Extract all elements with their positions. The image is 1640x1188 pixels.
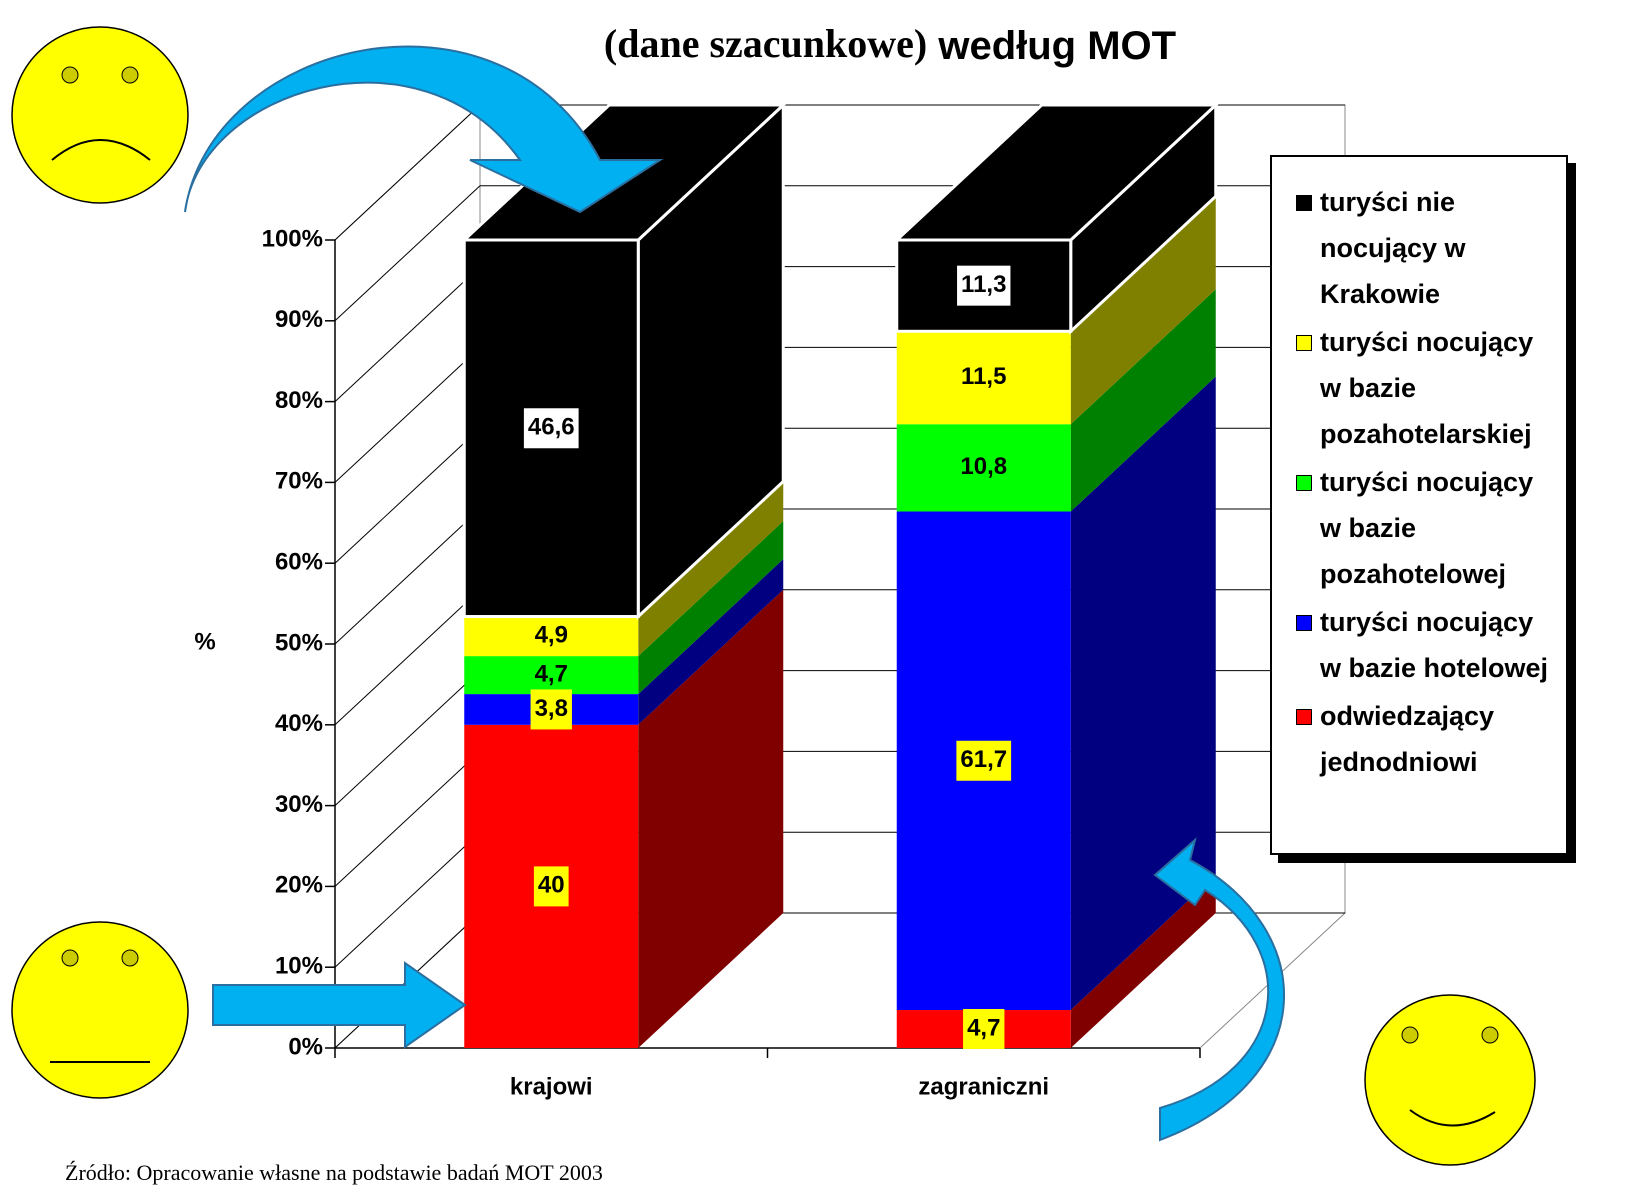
legend-entry: turyści nocujący w bazie pozahotelarskie… [1296, 319, 1560, 457]
legend-swatch [1296, 195, 1312, 211]
y-tick-label: 90% [275, 306, 323, 333]
y-axis-label: % [194, 628, 215, 655]
legend-label: turyści nocujący w bazie hotelowej [1320, 607, 1549, 683]
legend-entry: turyści nie nocujący w Krakowie [1296, 179, 1560, 317]
x-tick-label: krajowi [510, 1073, 593, 1100]
decorations [11, 26, 1536, 1166]
chart-title: (dane szacunkowe) według MOT [604, 21, 1176, 67]
value-label-bg [957, 265, 1011, 306]
value-label-bg [963, 1009, 1005, 1050]
legend-entry: turyści nocujący w bazie pozahotelowej [1296, 459, 1560, 597]
legend-swatch [1296, 615, 1312, 631]
y-tick-label: 30% [275, 791, 323, 818]
value-label: 4,7 [967, 1014, 1000, 1041]
legend-entry: odwiedzający jednodniowi [1296, 693, 1560, 785]
arrows [184, 45, 1285, 1142]
value-label: 11,5 [961, 363, 1006, 390]
value-label-bg [523, 408, 579, 449]
y-tick-label: 60% [275, 549, 323, 576]
grid-line [334, 427, 481, 564]
legend-swatch [1296, 475, 1312, 491]
legend: turyści nie nocujący w Krakowie turyści n… [1270, 155, 1568, 855]
grid-line [334, 347, 481, 483]
x-tick-label: zagraniczni [918, 1073, 1049, 1100]
value-label-bg [533, 866, 569, 907]
y-tick-label: 10% [275, 953, 323, 980]
y-tick-label: 50% [275, 629, 323, 656]
source-note: Źródło: Opracowanie własne na podstawie … [65, 1160, 603, 1185]
y-tick-label: 70% [275, 468, 323, 495]
grid-line [334, 508, 481, 645]
legend-entry: turyści nocujący w bazie hotelowej [1296, 599, 1560, 691]
value-label: 40 [538, 872, 565, 899]
title-part: według MOT [937, 24, 1176, 68]
value-label: 4,9 [535, 622, 568, 649]
bar-side [638, 589, 784, 1048]
grid-line [334, 104, 481, 241]
y-tick-label: 0% [288, 1033, 323, 1060]
grid-line [334, 831, 481, 968]
bar [896, 424, 1071, 512]
bar-side [1070, 196, 1216, 425]
legend-label: turyści nocujący w bazie pozahotelowej [1320, 467, 1534, 589]
title-part: (dane szacunkowe) [604, 21, 927, 66]
bar [464, 616, 639, 657]
y-tick-label: 40% [275, 710, 323, 737]
grid-line [334, 670, 481, 806]
legend-swatch [1296, 709, 1312, 725]
bar [896, 331, 1071, 425]
value-label: 61,7 [960, 746, 1007, 773]
plot: 0% 10% 20% 30% 40% 50% 60% 70% 80% 90% 100% krajowi… [262, 101, 1347, 1100]
grid-line [334, 751, 481, 887]
bar-side [638, 481, 784, 657]
bar-side [1070, 376, 1216, 1011]
bar-side [1070, 875, 1216, 1048]
y-tick-label: 20% [275, 872, 323, 899]
value-label-bg [530, 689, 572, 730]
value-label-bg [956, 740, 1012, 781]
y-tick-label: 80% [275, 387, 323, 414]
grid-line [334, 589, 481, 726]
grid-line [334, 185, 481, 322]
legend-swatch [1296, 335, 1312, 351]
value-label: 10,8 [960, 453, 1007, 480]
y-tick-label: 100% [262, 225, 323, 252]
value-label: 46,6 [528, 414, 575, 441]
legend-label: odwiedzający jednodniowi [1320, 701, 1495, 777]
bar-side [638, 559, 784, 725]
legend-label: turyści nocujący w bazie pozahotelarskie… [1320, 327, 1534, 449]
grid-line [334, 266, 481, 402]
bar-side [1070, 289, 1216, 512]
legend-label: turyści nie nocujący w Krakowie [1320, 187, 1466, 309]
bar-side [638, 521, 784, 695]
value-label: 3,8 [535, 695, 568, 722]
value-label: 4,7 [535, 660, 568, 687]
value-label: 11,3 [961, 271, 1006, 298]
bar-top [892, 103, 1220, 242]
bar [464, 656, 639, 695]
